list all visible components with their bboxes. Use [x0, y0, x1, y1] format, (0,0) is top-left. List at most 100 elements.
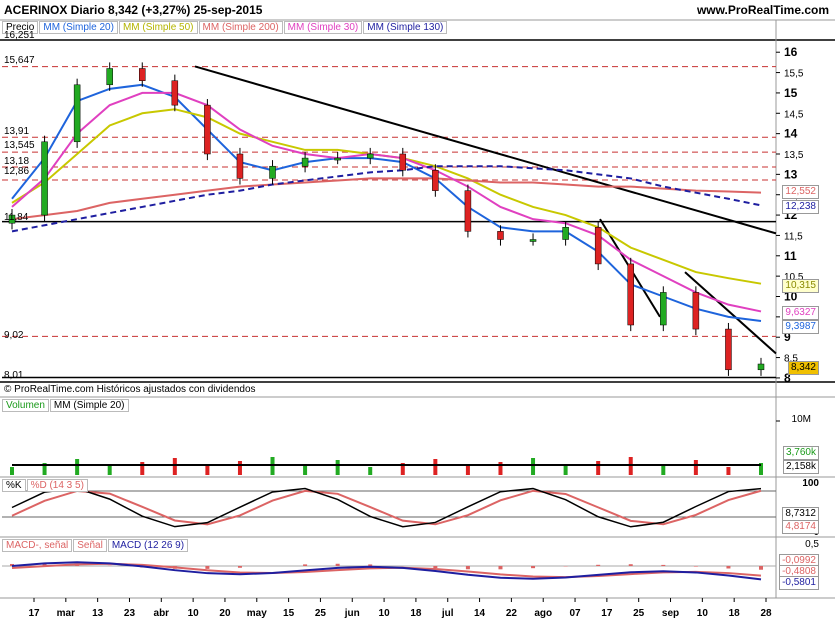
- trendline-short2: [684, 271, 777, 355]
- price-legend: Precio MM (Simple 20) MM (Simple 50) MM …: [2, 21, 448, 34]
- site-name[interactable]: www.ProRealTime.com: [696, 3, 829, 17]
- macd-histogram-bar: [303, 564, 308, 566]
- price-tick-label: 13,5: [784, 150, 804, 161]
- legend-volume-mm[interactable]: MM (Simple 20): [49, 399, 129, 412]
- candle-body: [301, 157, 309, 167]
- candle-body: [366, 153, 374, 159]
- candle-body: [627, 263, 634, 326]
- chart-title: ACERINOX Diario 8,342 (+3,27%) 25-sep-20…: [4, 3, 263, 17]
- volume-bar: [107, 466, 112, 475]
- candle-body: [497, 231, 504, 240]
- candle-body: [8, 214, 16, 224]
- price-tick-label: 15: [784, 86, 798, 100]
- candle-body: [529, 239, 537, 242]
- price-tick-label: 10,5: [784, 272, 804, 283]
- macd-histogram-bar: [335, 563, 340, 566]
- candle-body: [757, 363, 765, 371]
- hline-label-1184: 11,84: [4, 212, 29, 223]
- legend-mm30[interactable]: MM (Simple 30): [283, 21, 363, 34]
- x-axis-label: 13: [92, 608, 104, 619]
- x-axis-label: 15: [283, 608, 295, 619]
- ma-line: [11, 177, 762, 221]
- macd-histogram-bar: [596, 564, 601, 566]
- macd-histogram-bar: [661, 564, 666, 566]
- hline-label-1318: 13,18: [4, 156, 30, 167]
- x-axis-label: 14: [474, 608, 486, 619]
- price-tick-label: 8,5: [784, 354, 798, 365]
- macd-histogram-bar: [498, 566, 503, 570]
- macd-tick-05: 0,5: [805, 539, 819, 550]
- price-tick-label: 11,5: [784, 231, 803, 242]
- hline-label-top: 16,251: [4, 30, 35, 41]
- badge-mm50: 10,315: [782, 279, 819, 293]
- x-axis-label: jul: [441, 608, 454, 619]
- badge-mm130: 12,238: [782, 200, 819, 214]
- macd-histogram-bar: [368, 564, 373, 566]
- x-axis-label: 17: [28, 608, 40, 619]
- x-axis-label: 28: [760, 608, 772, 619]
- x-axis-label: 18: [410, 608, 422, 619]
- price-tick-label: 10: [784, 290, 798, 304]
- stoch-tick-100: 100: [802, 478, 819, 489]
- legend-d[interactable]: %D (14 3 5): [26, 479, 88, 492]
- macd-histogram-bar: [759, 566, 763, 570]
- badge-price: 8,342: [787, 361, 819, 375]
- candle-body: [399, 153, 407, 171]
- legend-price[interactable]: Precio: [2, 21, 39, 34]
- macd-histogram-bar: [531, 566, 536, 569]
- legend-mm200[interactable]: MM (Simple 200): [198, 21, 283, 34]
- ma-line: [11, 83, 762, 322]
- hline-label-13545: 13,545: [4, 140, 35, 151]
- price-tick-label: 9: [784, 330, 791, 344]
- legend-mm130[interactable]: MM (Simple 130): [363, 21, 448, 34]
- candle-body: [236, 153, 244, 179]
- legend-mm50[interactable]: MM (Simple 50): [118, 21, 198, 34]
- legend-volume[interactable]: Volumen: [2, 399, 49, 412]
- volume-bar: [433, 459, 438, 475]
- candle-body: [41, 141, 48, 216]
- legend-macd[interactable]: MACD (12 26 9): [107, 539, 189, 552]
- badge-mm30: 9,6327: [782, 306, 819, 320]
- macd-legend: MACD-, señal Señal MACD (12 26 9): [2, 539, 189, 552]
- trendline-main: [194, 65, 777, 235]
- candle-body: [660, 292, 667, 326]
- price-tick-label: 15,5: [784, 69, 804, 80]
- volume-bar: [465, 466, 470, 475]
- candle-body: [725, 328, 732, 371]
- volume-bar: [726, 467, 731, 475]
- legend-signal[interactable]: Señal: [73, 539, 107, 552]
- x-axis-label: 25: [633, 608, 645, 619]
- x-axis-label: ago: [534, 608, 552, 619]
- legend-macd-hist[interactable]: MACD-, señal: [2, 539, 73, 552]
- x-axis-label: 10: [697, 608, 709, 619]
- ma-line: [11, 91, 762, 313]
- volume-bar: [498, 462, 503, 475]
- hline-label-1286: 12,86: [4, 166, 30, 177]
- macd-line: [11, 561, 762, 581]
- volume-bar: [400, 463, 405, 475]
- badge-volume: 3,760k: [782, 446, 819, 460]
- badge-d: 4,8174: [782, 520, 819, 534]
- stoch-d-line: [11, 489, 762, 526]
- x-axis-label: 22: [506, 608, 518, 619]
- candle-body: [171, 80, 179, 106]
- x-axis-label: 17: [601, 608, 613, 619]
- badge-k: 8,7312: [782, 507, 819, 521]
- legend-mm20[interactable]: MM (Simple 20): [39, 21, 118, 34]
- volume-bar: [237, 461, 242, 475]
- badge-mm20: 9,3987: [782, 320, 819, 334]
- candle-body: [73, 84, 81, 143]
- ma-line: [11, 165, 762, 233]
- price-tick-label: 16: [784, 45, 798, 59]
- badge-macd: -0,5801: [779, 576, 819, 590]
- candle-body: [204, 104, 211, 155]
- x-axis-label: 07: [569, 608, 581, 619]
- legend-k[interactable]: %K: [2, 479, 26, 492]
- volume-bar: [303, 464, 308, 475]
- stoch-k-line: [11, 487, 762, 528]
- volume-bar: [10, 467, 14, 475]
- price-tick-label: 11: [784, 249, 797, 263]
- x-axis-label: sep: [662, 608, 679, 619]
- x-axis-label: jun: [344, 608, 360, 619]
